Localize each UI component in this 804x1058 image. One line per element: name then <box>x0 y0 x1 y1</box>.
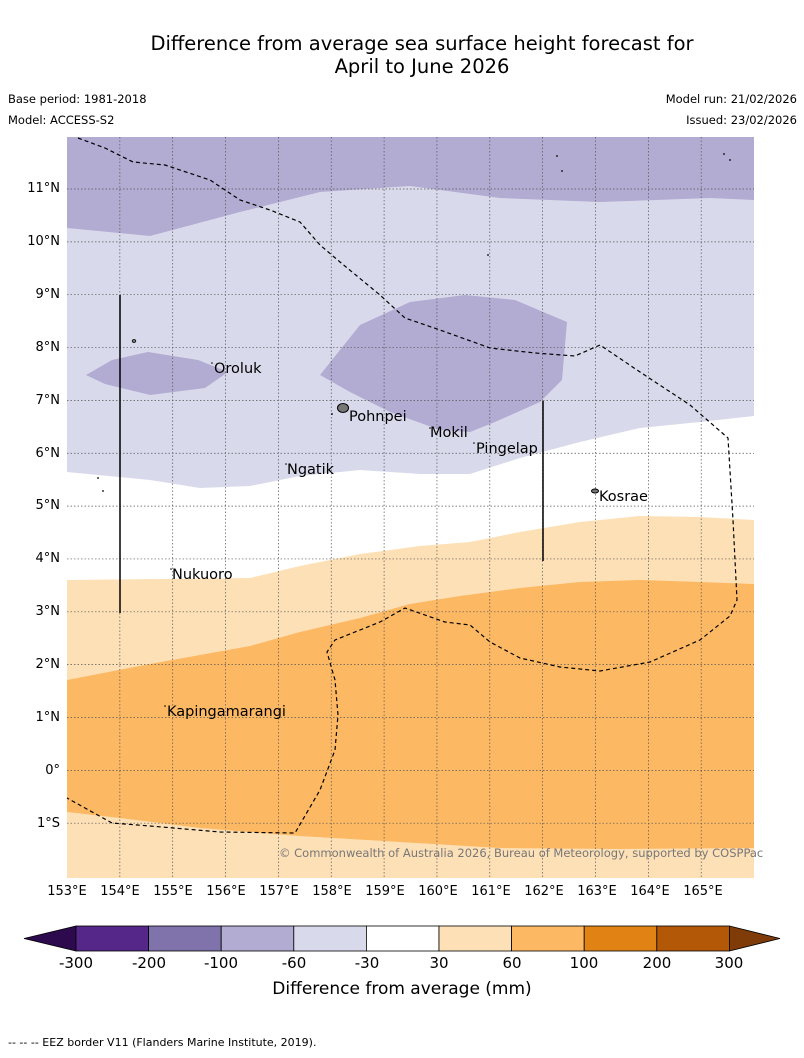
small-island <box>561 170 563 172</box>
colorbar-extend-low <box>23 925 77 952</box>
colorbar-tick-60: 60 <box>502 954 522 972</box>
colorbar-tick-minus300: -300 <box>58 954 94 972</box>
lon-label-155e: 155°E <box>153 884 193 899</box>
colorbar-segment <box>75 925 149 952</box>
place-nukuoro: Nukuoro <box>172 567 233 583</box>
colorbar-segment <box>148 925 222 952</box>
colorbar-tick-minus100: -100 <box>203 954 239 972</box>
lon-label-156e: 156°E <box>206 884 246 899</box>
map-title: Difference from average sea surface heig… <box>0 32 804 78</box>
colorbar-segment <box>365 925 440 952</box>
colorbar-extend-high <box>729 925 781 952</box>
colorbar-tick-minus30: -30 <box>354 954 380 972</box>
colorbar-tick-minus200: -200 <box>131 954 167 972</box>
colorbar-segment <box>293 925 367 952</box>
small-island <box>97 477 99 479</box>
lat-label-10n: 10°N <box>27 234 60 249</box>
lat-label-1n: 1°N <box>35 710 61 725</box>
model-run: Model run: 21/02/2026 <box>665 92 797 106</box>
pohnpei-island <box>337 403 349 413</box>
colorbar-segment <box>438 925 512 952</box>
model-name: Model: ACCESS-S2 <box>8 113 115 127</box>
title-line-2: April to June 2026 <box>334 55 510 78</box>
eez-footnote: -- -- -- EEZ border V11 (Flanders Marine… <box>8 1036 317 1049</box>
title-line-1: Difference from average sea surface heig… <box>150 32 694 55</box>
graticule <box>67 137 754 878</box>
lat-label-0: 0° <box>45 763 60 778</box>
lat-label-6n: 6°N <box>35 446 61 461</box>
lat-label-1s: 1°S <box>36 816 60 831</box>
island-marker <box>170 568 172 570</box>
lon-label-165e: 165°E <box>683 884 723 899</box>
lon-label-160e: 160°E <box>418 884 458 899</box>
lon-label-164e: 164°E <box>630 884 670 899</box>
colorbar-tick-100: 100 <box>569 954 599 972</box>
island-marker <box>211 362 213 364</box>
place-pingelap: Pingelap <box>476 441 538 457</box>
colorbar-segment <box>220 925 295 952</box>
place-kosrae: Kosrae <box>599 489 648 505</box>
issued-date: Issued: 23/02/2026 <box>686 113 797 127</box>
sea-height-map <box>66 137 754 878</box>
band-minus60-minus100-north <box>67 137 754 236</box>
place-ngatik: Ngatik <box>287 462 335 478</box>
lat-label-5n: 5°N <box>35 498 61 513</box>
place-pohnpei: Pohnpei <box>349 409 407 425</box>
place-oroluk: Oroluk <box>214 361 262 377</box>
island-marker <box>473 442 475 444</box>
lon-label-154e: 154°E <box>100 884 140 899</box>
small-island <box>487 254 489 256</box>
colorbar-tick-30: 30 <box>429 954 449 972</box>
small-island <box>723 153 725 155</box>
colorbar-tick-300: 300 <box>714 954 744 972</box>
colorbar-tick-minus60: -60 <box>281 954 307 972</box>
lat-label-8n: 8°N <box>35 340 61 355</box>
place-kapingamarangi: Kapingamarangi <box>167 704 286 720</box>
lat-label-3n: 3°N <box>35 604 61 619</box>
island-marker <box>285 463 287 465</box>
band-minus60-minus100-oroluk <box>86 352 228 395</box>
lat-label-11n: 11°N <box>27 181 60 196</box>
lon-label-162e: 162°E <box>524 884 564 899</box>
colorbar-tick-200: 200 <box>642 954 672 972</box>
small-island <box>729 159 731 161</box>
lon-label-157e: 157°E <box>259 884 299 899</box>
colorbar-segment <box>511 925 585 952</box>
band-60-100 <box>67 580 754 849</box>
island-marker <box>164 705 166 707</box>
band-minus60-minus100-central <box>320 295 567 432</box>
lat-label-2n: 2°N <box>35 657 61 672</box>
base-period: Base period: 1981-2018 <box>8 92 147 106</box>
island-marker <box>429 427 431 429</box>
lon-label-163e: 163°E <box>577 884 617 899</box>
lat-label-4n: 4°N <box>35 551 61 566</box>
kosrae-island <box>591 488 599 494</box>
place-mokil: Mokil <box>430 425 468 441</box>
lon-label-158e: 158°E <box>312 884 352 899</box>
lon-label-161e: 161°E <box>471 884 511 899</box>
colorbar-segment <box>656 925 730 952</box>
small-island <box>556 155 558 157</box>
lat-label-9n: 9°N <box>35 287 61 302</box>
colorbar-title: Difference from average (mm) <box>272 979 532 999</box>
small-island <box>102 490 104 492</box>
small-island <box>331 413 333 415</box>
lon-label-159e: 159°E <box>365 884 405 899</box>
lat-label-7n: 7°N <box>35 393 61 408</box>
lon-label-153e: 153°E <box>47 884 87 899</box>
small-island <box>131 339 137 343</box>
colorbar-segment <box>583 925 658 952</box>
copyright-credit: © Commonwealth of Australia 2026, Bureau… <box>279 846 764 860</box>
